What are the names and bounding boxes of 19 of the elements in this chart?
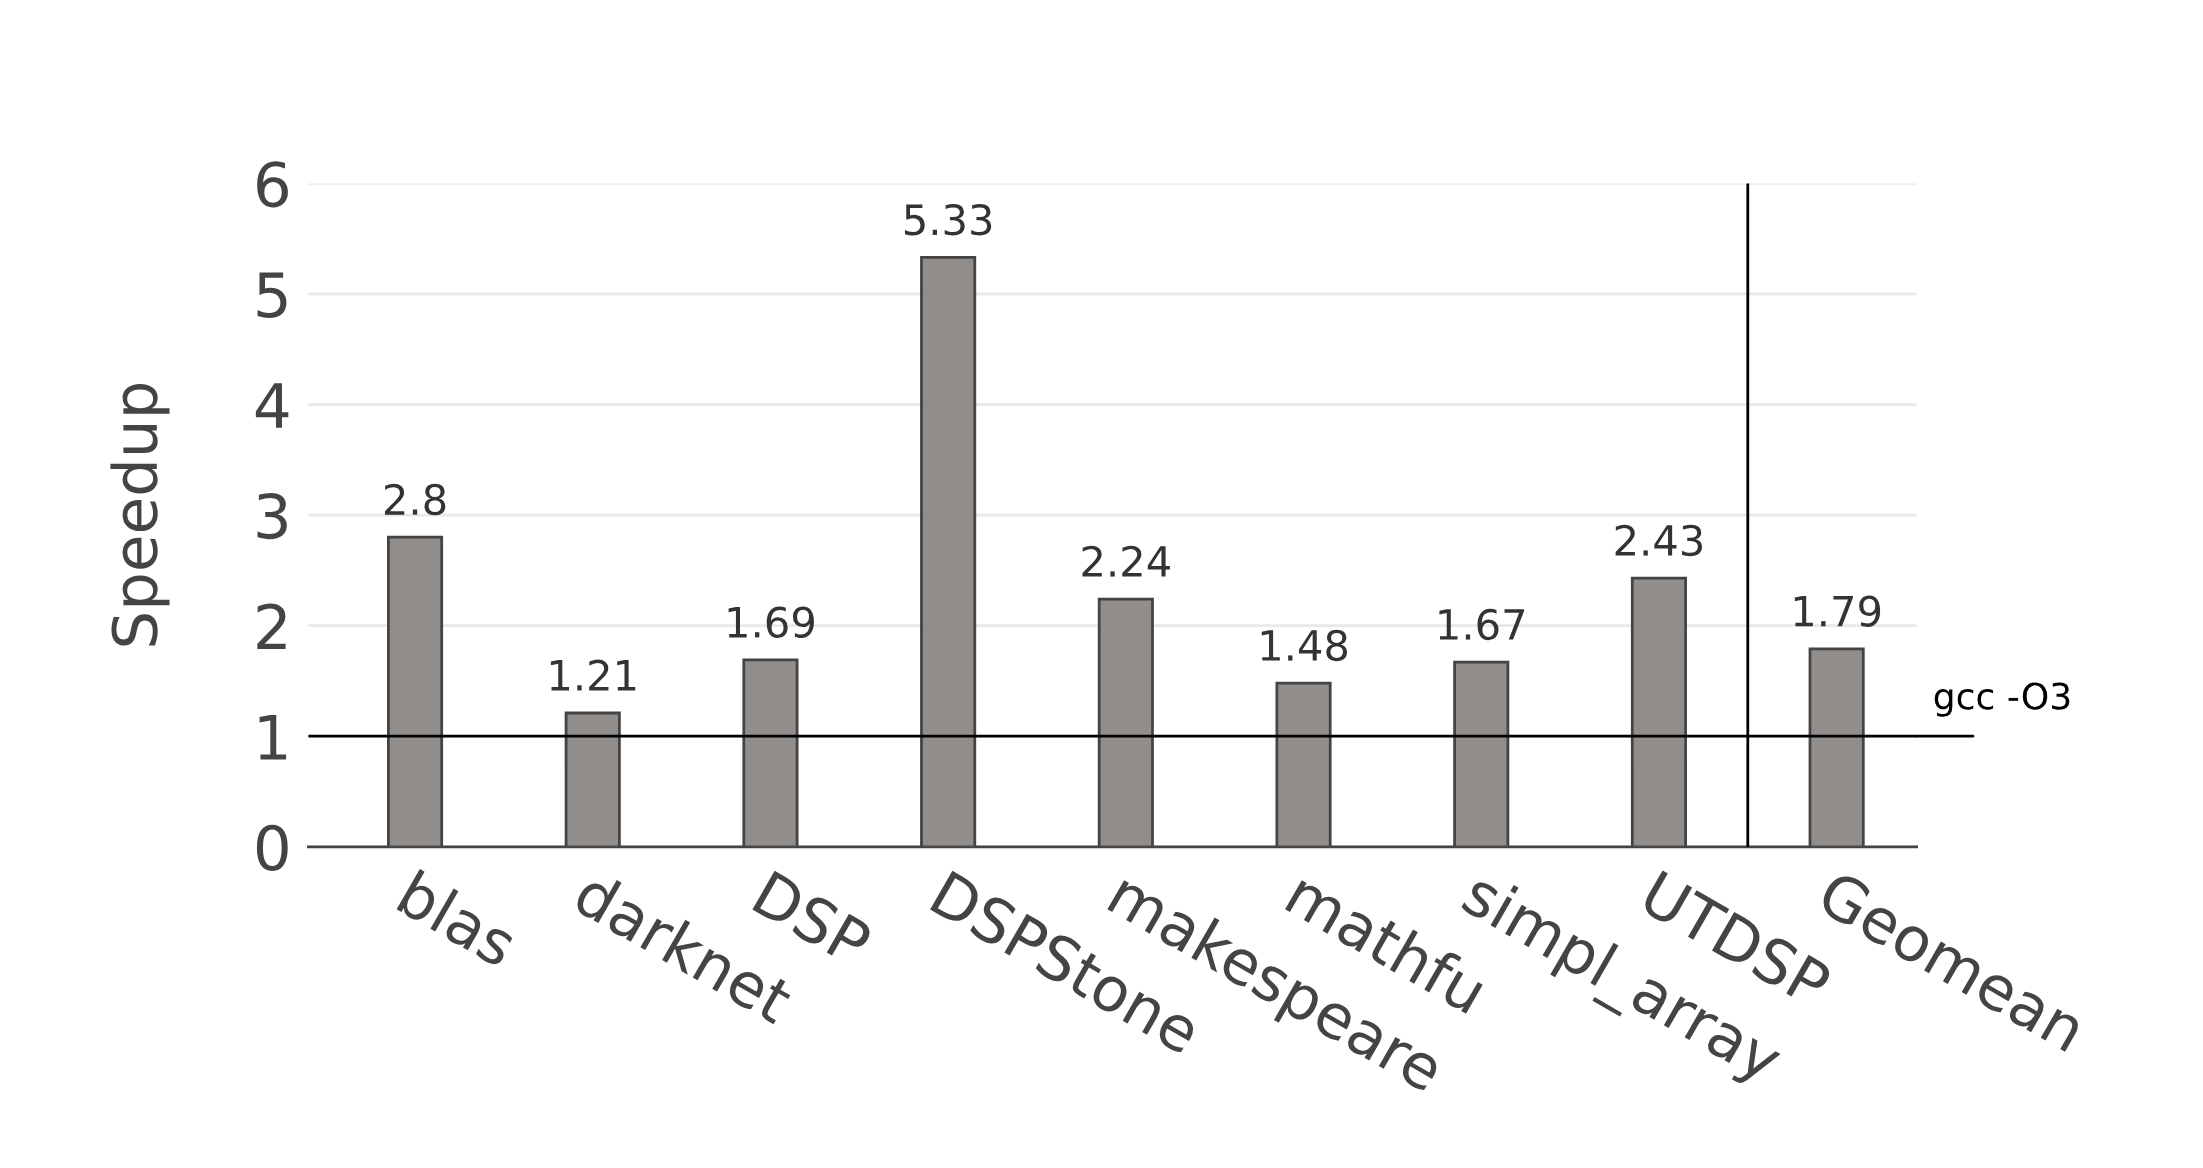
data-label: 2.8 [384, 483, 446, 516]
x-tick-label: blas [396, 869, 521, 969]
data-label: 1.79 [1794, 595, 1881, 627]
y-tick-label: 1 [259, 714, 287, 760]
data-label: 1.69 [728, 606, 814, 638]
data-label: 1.21 [550, 659, 636, 691]
data-label: 2.24 [1082, 545, 1170, 577]
y-tick-label: 0 [256, 824, 288, 871]
y-tick-label: 6 [257, 161, 288, 208]
y-axis-title: Speedup [110, 383, 170, 646]
y-tick-label: 5 [257, 272, 287, 319]
y-tick-label: 4 [255, 383, 289, 428]
data-label: 2.43 [1615, 524, 1702, 557]
y-tick-label: 3 [257, 492, 287, 540]
data-label: 5.33 [904, 203, 992, 236]
data-label: 1.48 [1261, 629, 1348, 662]
data-label: 1.67 [1439, 608, 1525, 641]
y-tick-label: 2 [257, 603, 286, 649]
ref-line-label: gcc -O3 [1934, 682, 2070, 717]
